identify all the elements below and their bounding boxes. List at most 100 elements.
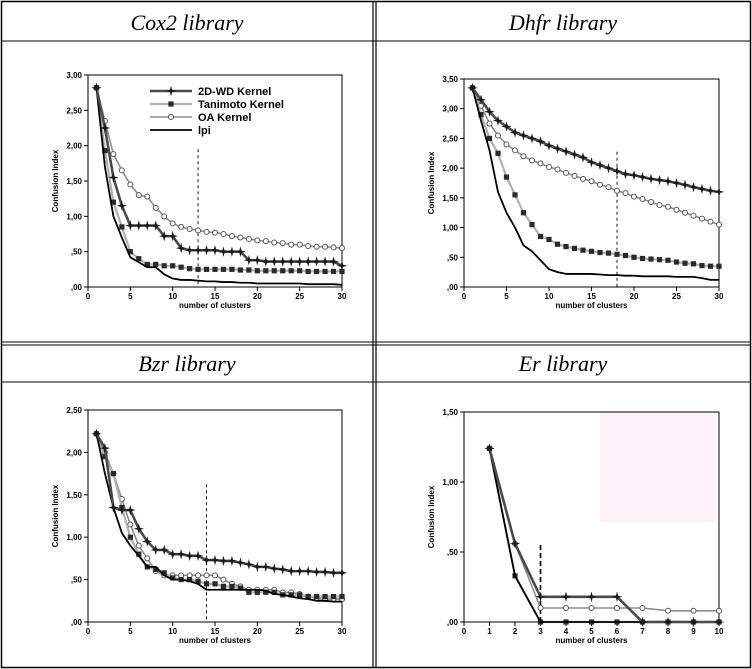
data-point (127, 521, 134, 528)
x-axis-label: number of clusters (179, 636, 252, 645)
data-point (319, 256, 331, 267)
data-point (620, 168, 631, 180)
data-point (184, 550, 195, 562)
legend-entry: 2D-WD Kernel (150, 85, 271, 98)
data-point (271, 589, 277, 595)
data-point (161, 570, 167, 576)
x-tick-label: 6 (615, 627, 620, 636)
data-point (135, 542, 142, 549)
data-point (535, 136, 546, 147)
y-tick-label: ,00 (447, 283, 459, 292)
data-point (153, 261, 159, 267)
data-point (503, 174, 510, 180)
data-point (484, 443, 495, 454)
data-point (125, 220, 136, 231)
data-point (571, 172, 578, 179)
data-point (336, 260, 348, 271)
data-point (597, 181, 603, 188)
data-point (116, 200, 128, 211)
x-axis-label: number of clusters (555, 301, 628, 310)
data-point (161, 263, 167, 269)
data-point (529, 222, 535, 228)
data-point (142, 536, 153, 547)
data-point (226, 555, 238, 567)
data-point (136, 551, 142, 557)
y-tick-label: 3,00 (442, 105, 458, 114)
data-point (605, 184, 612, 191)
x-tick-label: 25 (672, 292, 681, 301)
data-point (201, 245, 212, 256)
data-point (305, 243, 312, 250)
data-point (212, 581, 218, 587)
data-point (235, 246, 246, 257)
x-tick-label: 4 (564, 627, 569, 636)
data-point (503, 141, 510, 148)
series-lpi (471, 87, 719, 281)
series-line (95, 87, 343, 286)
data-point (637, 171, 648, 183)
data-point (286, 565, 297, 577)
legend-marker (165, 85, 177, 97)
y-tick-label: ,00 (71, 618, 83, 627)
data-point (665, 257, 671, 263)
series-tanimoto (469, 85, 722, 269)
data-point (254, 589, 260, 595)
data-point (302, 256, 314, 267)
data-point (537, 605, 544, 611)
data-point (91, 82, 102, 93)
data-point (294, 565, 305, 577)
data-point (226, 246, 238, 257)
data-point (277, 564, 288, 575)
data-point (263, 268, 269, 274)
x-tick-label: 0 (462, 627, 467, 636)
data-point (622, 252, 629, 259)
data-point (501, 121, 512, 132)
data-point (279, 240, 286, 247)
x-tick-label: 5 (504, 292, 509, 301)
data-point (260, 256, 271, 267)
panel-title-dhfr: Dhfr library (508, 10, 617, 35)
chart-dhfr: ,00 ,50 1,00 1,50 2,00 2,50 3,00 3,50 0 5 10 15 20 25… (427, 75, 725, 310)
data-point (656, 201, 663, 208)
legend-entry: Tanimoto Kernel (150, 99, 284, 111)
data-point (322, 268, 328, 275)
data-point (605, 250, 612, 256)
data-point (178, 264, 184, 270)
data-point (597, 249, 603, 256)
y-tick-label: ,00 (447, 618, 459, 627)
series-wd (91, 82, 348, 271)
legend-entry: OA Kernel (150, 112, 251, 124)
data-point (150, 220, 161, 231)
data-point (110, 471, 116, 477)
data-point (330, 268, 337, 275)
panel-title-cox2: Cox2 library (130, 10, 243, 35)
data-point (614, 187, 620, 194)
data-point (159, 230, 170, 242)
data-point (220, 576, 227, 583)
data-point (535, 591, 546, 602)
x-tick-label: 5 (128, 292, 133, 301)
series-lpi (95, 87, 343, 286)
x-tick-label: 30 (715, 292, 724, 301)
data-point (220, 266, 227, 272)
y-tick-label: 2,50 (442, 134, 458, 143)
x-tick-label: 15 (211, 292, 220, 301)
data-point (108, 172, 119, 183)
data-point (127, 249, 133, 255)
data-point (478, 112, 484, 118)
legend-entry: lpi (150, 125, 211, 137)
data-point (671, 177, 682, 189)
data-point (228, 233, 235, 240)
data-point (339, 268, 345, 275)
data-point (656, 257, 663, 263)
y-tick-label: 1,50 (442, 194, 458, 203)
data-point (716, 607, 722, 614)
data-point (136, 256, 142, 262)
data-point (560, 591, 572, 602)
data-point (699, 263, 705, 269)
data-point (713, 616, 725, 628)
data-point (243, 254, 255, 266)
data-point (108, 502, 119, 513)
x-tick-label: 20 (630, 292, 639, 301)
